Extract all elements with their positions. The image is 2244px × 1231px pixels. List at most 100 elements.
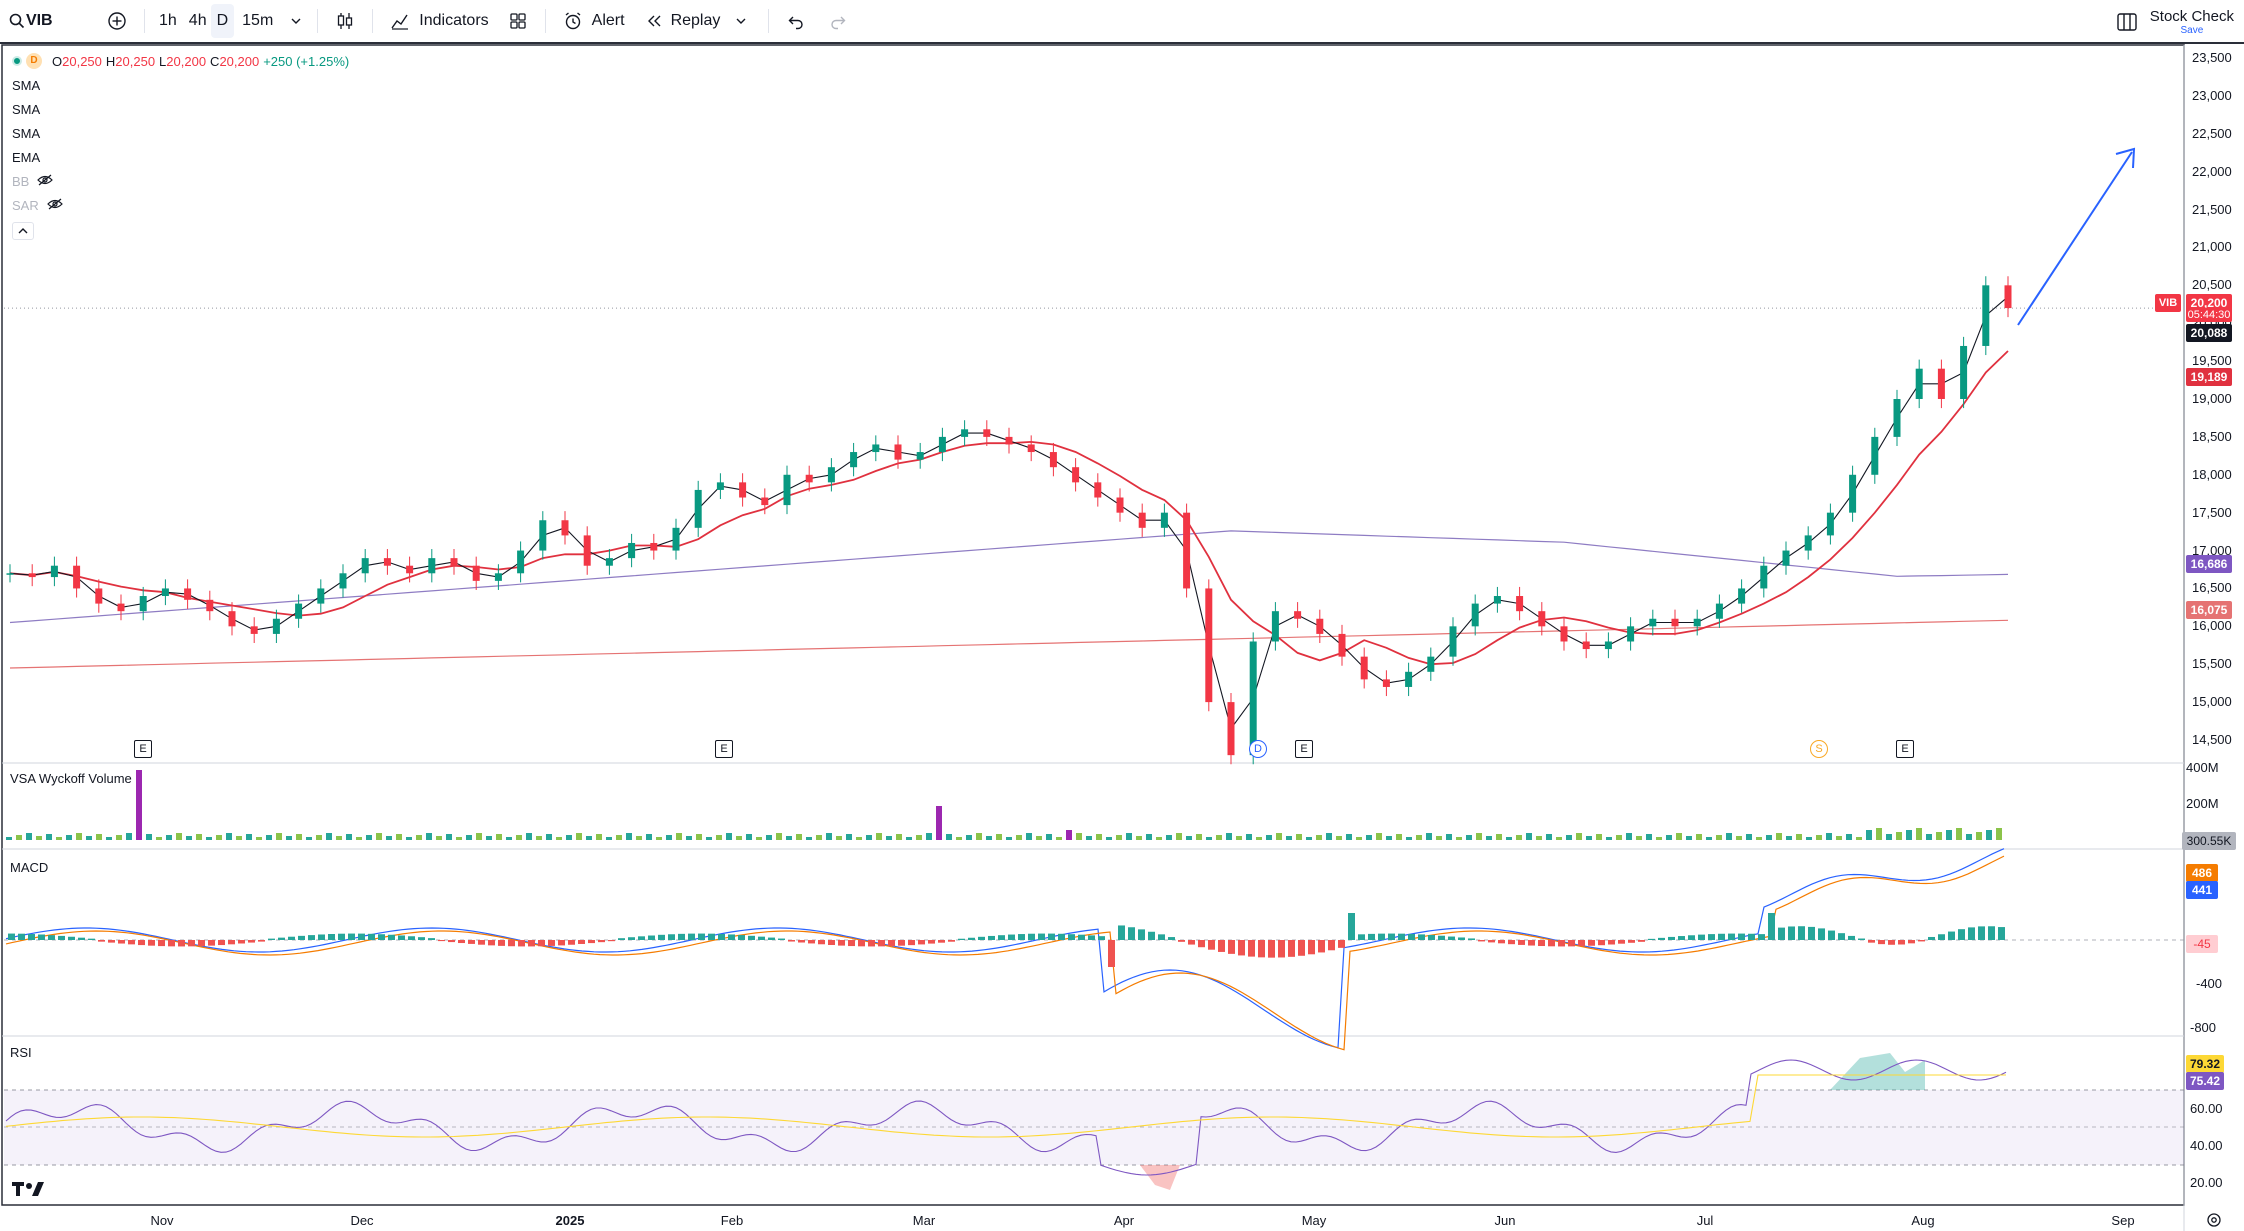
volume-bar bbox=[506, 837, 512, 840]
macd-histogram-bar bbox=[1388, 933, 1395, 940]
interval-4h[interactable]: 4h bbox=[188, 12, 207, 29]
indicator-sma-1[interactable]: SMA bbox=[12, 78, 41, 93]
split-event-marker[interactable]: S bbox=[1810, 740, 1828, 758]
candle bbox=[472, 556, 480, 590]
candle-body bbox=[628, 542, 636, 559]
candle-body bbox=[184, 588, 192, 600]
macd-histogram-bar bbox=[868, 940, 875, 947]
macd-histogram-bar bbox=[1108, 940, 1115, 967]
chart-type-button[interactable] bbox=[324, 4, 366, 38]
price-axis-label: 23,000 bbox=[2192, 87, 2232, 103]
volume-bar bbox=[1266, 835, 1272, 840]
layout-columns-icon[interactable] bbox=[2114, 9, 2140, 35]
macd-histogram-bar bbox=[1558, 940, 1565, 947]
macd-histogram-bar bbox=[528, 940, 535, 947]
macd-histogram-bar bbox=[1348, 913, 1355, 940]
interval-dropdown[interactable] bbox=[281, 4, 311, 38]
candle-body bbox=[161, 588, 169, 597]
price-axis-label: 18,000 bbox=[2192, 466, 2232, 482]
candle bbox=[1649, 609, 1657, 636]
volume-bar bbox=[286, 836, 292, 840]
volume-bar bbox=[1866, 830, 1872, 840]
alert-label: Alert bbox=[591, 12, 625, 29]
candle-body bbox=[1338, 633, 1346, 657]
indicator-sma-2[interactable]: SMA bbox=[12, 102, 41, 117]
indicators-button[interactable]: Indicators bbox=[379, 4, 496, 38]
eye-off-icon[interactable] bbox=[46, 194, 63, 218]
volume-bar bbox=[396, 834, 402, 840]
volume-bar bbox=[1836, 836, 1842, 840]
candle-body bbox=[805, 474, 813, 483]
candle bbox=[1360, 647, 1368, 689]
macd-histogram-bar bbox=[328, 934, 335, 940]
macd-histogram-bar bbox=[238, 940, 245, 944]
undo-button[interactable] bbox=[775, 4, 817, 38]
alert-button[interactable]: Alert bbox=[552, 4, 633, 38]
eye-off-icon[interactable] bbox=[37, 170, 54, 194]
candles-icon bbox=[332, 8, 358, 34]
interval-d[interactable]: D bbox=[210, 4, 235, 38]
indicator-sar[interactable]: SAR bbox=[12, 194, 349, 218]
volume-bar bbox=[1846, 834, 1852, 840]
time-axis-label: Sep bbox=[2111, 1213, 2135, 1228]
candle-body bbox=[517, 550, 525, 574]
macd-histogram-bar bbox=[1368, 933, 1375, 940]
sma-fast-tag: 20,088 bbox=[2186, 324, 2232, 342]
candle bbox=[1982, 276, 1990, 356]
indicator-ema[interactable]: EMA bbox=[12, 150, 41, 165]
layout-name-button[interactable]: Stock Check Save bbox=[2150, 9, 2234, 36]
volume-bar bbox=[1596, 834, 1602, 840]
volume-bar bbox=[406, 837, 412, 840]
interval-1h[interactable]: 1h bbox=[159, 12, 177, 29]
volume-bar bbox=[1086, 836, 1092, 840]
volume-bar bbox=[46, 834, 52, 840]
volume-bar bbox=[856, 837, 862, 840]
earnings-event-marker[interactable]: E bbox=[134, 740, 152, 758]
indicator-bb[interactable]: BB bbox=[12, 170, 349, 194]
layouts-button[interactable] bbox=[497, 4, 539, 38]
macd-histogram-bar bbox=[1488, 940, 1495, 943]
compare-button[interactable] bbox=[96, 4, 138, 38]
candle-body bbox=[650, 542, 658, 551]
chevron-down-icon[interactable] bbox=[728, 8, 754, 34]
volume-bar bbox=[1286, 836, 1292, 840]
candle bbox=[605, 549, 613, 575]
macd-histogram-bar bbox=[1478, 940, 1485, 942]
candle bbox=[406, 556, 414, 583]
candle bbox=[1427, 647, 1435, 681]
settings-gear-icon[interactable] bbox=[2206, 1212, 2222, 1231]
volume-bar bbox=[1406, 837, 1412, 840]
macd-histogram-bar bbox=[788, 940, 795, 942]
candle bbox=[1760, 556, 1768, 598]
earnings-event-marker[interactable]: E bbox=[1896, 740, 1914, 758]
volume-bar bbox=[1646, 834, 1652, 840]
symbol-search[interactable]: VIB bbox=[0, 4, 96, 38]
macd-histogram-bar bbox=[1688, 935, 1695, 940]
earnings-event-marker[interactable]: E bbox=[715, 740, 733, 758]
candle bbox=[317, 579, 325, 613]
volume-bar bbox=[496, 834, 502, 840]
macd-histogram-bar bbox=[628, 937, 635, 940]
replay-button[interactable]: Replay bbox=[633, 4, 763, 38]
macd-histogram-bar bbox=[458, 940, 465, 944]
dividend-event-marker[interactable]: D bbox=[1249, 740, 1267, 758]
time-axis-label: Dec bbox=[350, 1213, 374, 1228]
collapse-legend-button[interactable] bbox=[12, 222, 34, 240]
volume-bar bbox=[806, 837, 812, 840]
candle-body bbox=[938, 436, 946, 453]
earnings-event-marker[interactable]: E bbox=[1295, 740, 1313, 758]
save-link[interactable]: Save bbox=[2180, 24, 2204, 36]
candle-body bbox=[983, 429, 991, 437]
volume-bar bbox=[356, 837, 362, 840]
macd-histogram-bar bbox=[518, 940, 525, 947]
candle bbox=[938, 427, 946, 462]
macd-histogram-bar bbox=[1878, 940, 1885, 945]
countdown-tag: 05:44:30 bbox=[2186, 308, 2232, 322]
redo-button[interactable] bbox=[817, 4, 859, 38]
macd-histogram-bar bbox=[538, 940, 545, 947]
market-status-icon bbox=[12, 56, 22, 66]
indicator-sma-3[interactable]: SMA bbox=[12, 126, 41, 141]
interval-15m[interactable]: 15m bbox=[242, 12, 274, 29]
volume-bar bbox=[446, 834, 452, 840]
